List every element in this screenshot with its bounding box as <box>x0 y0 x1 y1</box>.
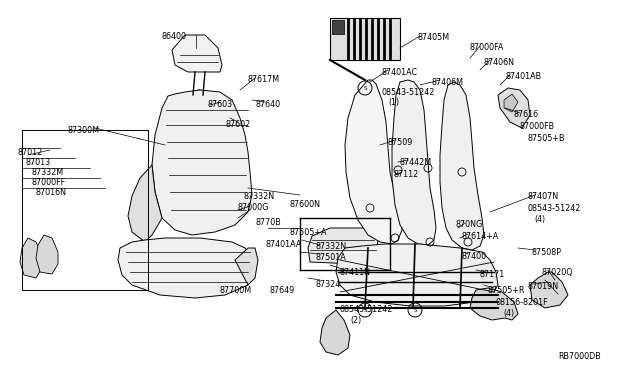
Text: 87016N: 87016N <box>35 188 66 197</box>
Text: 87400: 87400 <box>462 252 487 261</box>
Text: 87332N: 87332N <box>244 192 275 201</box>
Polygon shape <box>392 80 436 245</box>
Text: 87616: 87616 <box>514 110 539 119</box>
Polygon shape <box>440 82 484 250</box>
Text: 87649: 87649 <box>270 286 295 295</box>
Polygon shape <box>530 272 568 308</box>
Text: 87405M: 87405M <box>418 33 450 42</box>
Polygon shape <box>498 88 530 128</box>
Polygon shape <box>336 244 498 306</box>
Text: 870NG: 870NG <box>456 220 483 229</box>
Text: 08156-8201F: 08156-8201F <box>496 298 548 307</box>
Text: 87019N: 87019N <box>528 282 559 291</box>
Polygon shape <box>152 90 252 235</box>
Text: RB7000DB: RB7000DB <box>558 352 601 361</box>
Text: 08543-51242: 08543-51242 <box>527 204 580 213</box>
Text: 87300M: 87300M <box>68 126 100 135</box>
Text: 87000G: 87000G <box>238 203 269 212</box>
Polygon shape <box>504 94 518 112</box>
Text: 8770B: 8770B <box>256 218 282 227</box>
Polygon shape <box>36 235 58 274</box>
Polygon shape <box>330 18 400 60</box>
Polygon shape <box>195 90 205 100</box>
Polygon shape <box>235 248 258 285</box>
Text: 87406M: 87406M <box>432 78 464 87</box>
Polygon shape <box>118 238 255 298</box>
Text: 87000FB: 87000FB <box>520 122 555 131</box>
Text: 87406N: 87406N <box>484 58 515 67</box>
Text: 87602: 87602 <box>226 120 252 129</box>
Polygon shape <box>20 238 42 278</box>
Text: 87401AC: 87401AC <box>381 68 417 77</box>
Text: 87505+B: 87505+B <box>527 134 564 143</box>
Polygon shape <box>470 288 518 320</box>
Text: 87000FA: 87000FA <box>470 43 504 52</box>
Polygon shape <box>320 310 350 355</box>
Text: 87411N: 87411N <box>340 268 371 277</box>
Text: (1): (1) <box>388 98 399 107</box>
Text: 87700M: 87700M <box>220 286 252 295</box>
Polygon shape <box>128 165 162 242</box>
Text: 87332N: 87332N <box>316 242 347 251</box>
Text: 87020Q: 87020Q <box>542 268 573 277</box>
Text: 87617M: 87617M <box>248 75 280 84</box>
Text: (4): (4) <box>503 309 514 318</box>
Text: (2): (2) <box>350 316 361 325</box>
Text: (4): (4) <box>534 215 545 224</box>
Text: 87442M: 87442M <box>400 158 432 167</box>
Text: 87332M: 87332M <box>32 168 64 177</box>
Text: 87401AB: 87401AB <box>506 72 542 81</box>
Text: 87401AA: 87401AA <box>265 240 301 249</box>
Polygon shape <box>308 228 378 264</box>
Text: 87640: 87640 <box>256 100 281 109</box>
Text: 86400: 86400 <box>162 32 187 41</box>
Text: 87508P: 87508P <box>532 248 562 257</box>
Text: S: S <box>364 308 367 312</box>
Polygon shape <box>332 20 344 34</box>
Text: 87112: 87112 <box>394 170 419 179</box>
Text: 87509: 87509 <box>388 138 413 147</box>
Text: 87603: 87603 <box>207 100 232 109</box>
Text: 08543-51242: 08543-51242 <box>381 88 435 97</box>
Text: S: S <box>364 86 367 90</box>
Text: 87407N: 87407N <box>527 192 558 201</box>
Polygon shape <box>172 35 222 72</box>
Text: 87171: 87171 <box>480 270 505 279</box>
Text: 08543-51242: 08543-51242 <box>340 305 394 314</box>
Text: S: S <box>413 308 417 312</box>
Text: 87614+A: 87614+A <box>462 232 499 241</box>
Text: 87505+A: 87505+A <box>290 228 328 237</box>
Text: 87505+R: 87505+R <box>488 286 525 295</box>
Text: 87324: 87324 <box>316 280 341 289</box>
Text: 87012: 87012 <box>18 148 44 157</box>
Text: 87013: 87013 <box>26 158 51 167</box>
Text: 87600N: 87600N <box>290 200 321 209</box>
Text: 87501A: 87501A <box>316 253 347 262</box>
Text: 87000FF: 87000FF <box>32 178 66 187</box>
Polygon shape <box>345 80 402 244</box>
